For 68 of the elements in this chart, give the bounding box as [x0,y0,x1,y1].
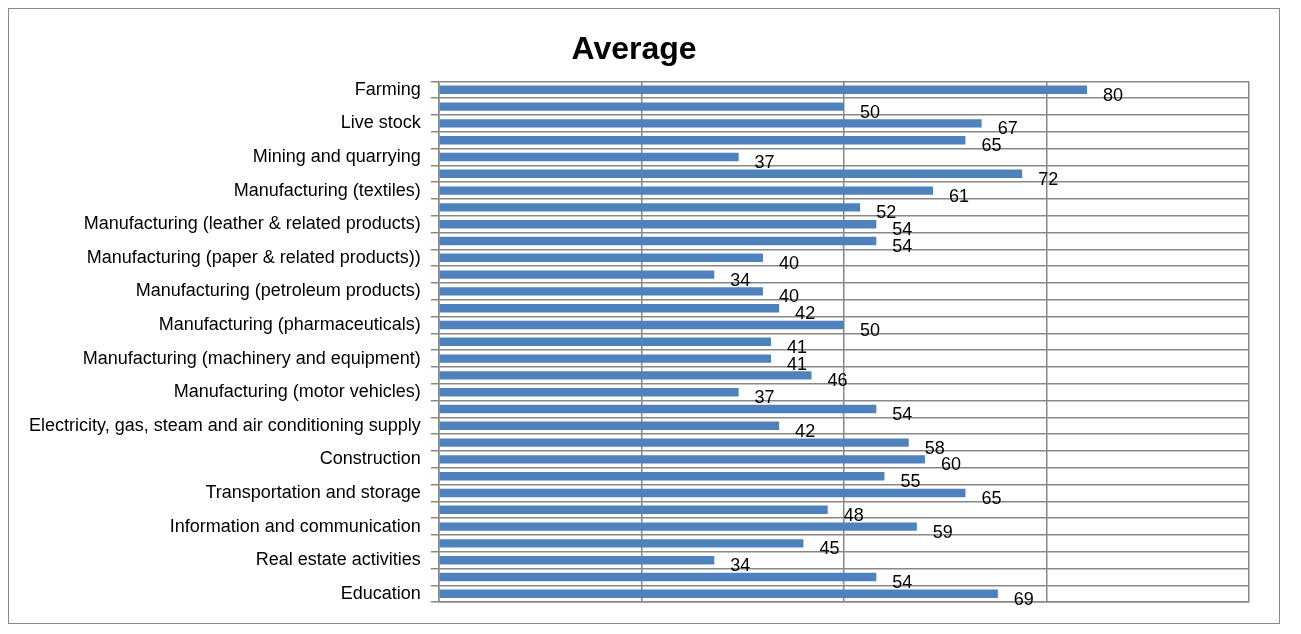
data-label: 46 [827,370,848,391]
bar [439,320,844,330]
data-label: 55 [900,471,921,492]
bar [439,270,715,279]
chart-title: Average [571,30,697,67]
bar [439,203,861,212]
bar [439,287,763,296]
data-label: 50 [859,101,880,122]
y-tick-label: Transportation and storage [205,481,421,502]
y-tick-label: Construction [319,448,421,469]
y-tick-label: Manufacturing (textiles) [233,179,421,200]
bar [439,404,877,414]
y-tick-label: Live stock [340,112,422,133]
bar [439,371,812,380]
y-tick-label: Farming [354,78,421,99]
bar [439,304,780,313]
data-label: 61 [949,185,970,206]
bar [439,169,1023,178]
bar [439,438,909,447]
bar [439,572,877,582]
y-tick-label: Mining and quarrying [252,145,421,166]
data-label: 59 [932,521,953,542]
data-label: 34 [730,555,751,576]
y-tick-label: Manufacturing (petroleum products) [135,280,421,301]
bar [439,421,780,430]
data-label: 40 [778,252,799,273]
data-label: 45 [819,538,840,559]
y-tick-label: Information and communication [169,515,421,536]
y-tick-label: Manufacturing (leather & related products) [83,213,421,234]
data-label: 54 [892,403,913,424]
y-tick-label: Education [340,582,421,603]
bar [439,556,715,565]
bar [439,119,982,128]
bar [439,102,844,111]
bar [439,488,966,498]
data-label: 72 [1038,168,1059,189]
bar [439,388,739,397]
bar [439,186,934,195]
data-label: 50 [859,319,880,340]
data-label: 42 [795,420,816,441]
bar [439,136,966,145]
y-tick-label: Manufacturing (paper & related products)) [86,246,421,267]
bar [439,505,828,514]
y-tick-label: Electricity, gas, steam and air conditioning supply [28,414,421,435]
data-label: 34 [730,269,751,290]
bar [439,472,885,481]
data-label: 37 [754,151,775,172]
bar [439,152,739,162]
bar [439,589,998,598]
bar [439,220,877,229]
data-label: 69 [1013,588,1034,609]
bar [439,354,772,363]
bar [439,236,877,246]
y-tick-label: Manufacturing (machinery and equipment) [82,347,421,368]
bar [439,522,917,531]
data-label: 48 [843,504,864,525]
bar [439,337,772,346]
data-label: 54 [892,571,913,592]
bar [439,85,1087,94]
y-tick-label: Manufacturing (pharmaceuticals) [158,313,421,334]
data-label: 80 [1102,84,1123,105]
bar [439,539,804,548]
bar [439,455,925,464]
bar [439,253,763,262]
y-tick-label: Manufacturing (motor vehicles) [173,381,421,402]
y-tick-label: Real estate activities [255,549,421,570]
data-label: 65 [981,487,1002,508]
data-label: 37 [754,387,775,408]
